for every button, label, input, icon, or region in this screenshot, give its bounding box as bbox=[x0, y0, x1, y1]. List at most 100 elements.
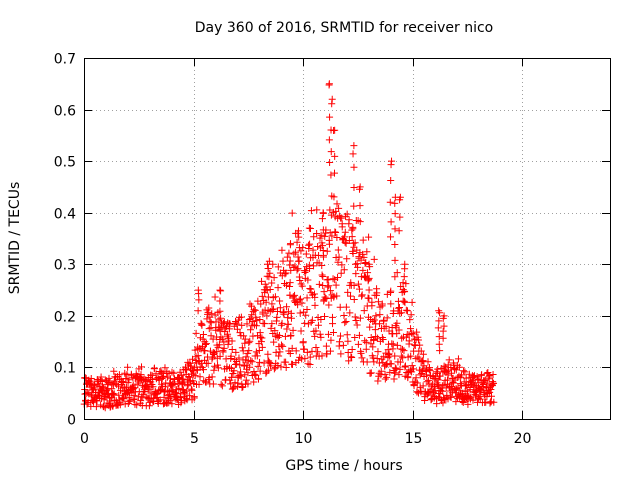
data-point bbox=[264, 366, 272, 374]
data-point bbox=[118, 378, 126, 386]
data-point bbox=[315, 280, 323, 288]
data-point bbox=[283, 303, 291, 311]
data-point bbox=[358, 292, 366, 300]
data-point bbox=[440, 322, 448, 330]
data-point bbox=[408, 362, 416, 370]
data-point bbox=[397, 309, 405, 317]
y-tick-label: 0 bbox=[67, 413, 76, 429]
data-point bbox=[406, 316, 414, 324]
data-point bbox=[330, 193, 338, 201]
data-point bbox=[205, 304, 213, 312]
data-point bbox=[318, 271, 326, 279]
data-point bbox=[99, 382, 107, 390]
data-point bbox=[325, 301, 333, 309]
data-point bbox=[409, 365, 417, 373]
data-point bbox=[490, 398, 498, 406]
data-point bbox=[402, 306, 410, 314]
data-point bbox=[407, 325, 415, 333]
y-tick-label: 0.6 bbox=[54, 104, 76, 120]
data-point bbox=[120, 395, 128, 403]
data-point bbox=[340, 266, 348, 274]
data-point bbox=[293, 266, 301, 274]
data-point bbox=[382, 361, 390, 369]
data-point bbox=[101, 404, 109, 412]
data-point bbox=[254, 297, 262, 305]
data-point bbox=[296, 309, 304, 317]
data-point bbox=[405, 337, 413, 345]
data-point bbox=[349, 225, 357, 233]
data-point bbox=[232, 348, 240, 356]
x-tick-label: 10 bbox=[295, 431, 313, 447]
data-point bbox=[396, 213, 404, 221]
data-point bbox=[471, 379, 479, 387]
data-point bbox=[490, 379, 498, 387]
data-point bbox=[228, 345, 236, 353]
data-point bbox=[190, 367, 198, 375]
data-point bbox=[402, 280, 410, 288]
data-point bbox=[350, 281, 358, 289]
data-point bbox=[318, 352, 326, 360]
data-point bbox=[434, 324, 442, 332]
data-point bbox=[187, 385, 195, 393]
data-point bbox=[163, 373, 171, 381]
data-point bbox=[342, 318, 350, 326]
data-point bbox=[369, 354, 377, 362]
data-point bbox=[277, 321, 285, 329]
data-point bbox=[380, 353, 388, 361]
x-axis-label: GPS time / hours bbox=[285, 458, 402, 474]
data-point bbox=[313, 229, 321, 237]
data-point bbox=[356, 183, 364, 191]
data-point bbox=[219, 348, 227, 356]
data-point bbox=[318, 215, 326, 223]
data-point bbox=[273, 313, 281, 321]
data-point bbox=[92, 403, 100, 411]
data-point bbox=[382, 322, 390, 330]
data-point bbox=[354, 263, 362, 271]
data-point bbox=[264, 265, 272, 273]
data-point bbox=[434, 376, 442, 384]
data-point bbox=[302, 311, 310, 319]
data-point bbox=[281, 279, 289, 287]
data-point bbox=[287, 266, 295, 274]
data-point bbox=[307, 254, 315, 262]
data-point bbox=[278, 246, 286, 254]
data-point bbox=[365, 274, 373, 282]
data-point bbox=[225, 325, 233, 333]
data-point bbox=[441, 396, 449, 404]
data-point bbox=[264, 293, 272, 301]
data-point bbox=[321, 232, 329, 240]
data-point bbox=[324, 283, 332, 291]
data-point bbox=[247, 357, 255, 365]
data-point bbox=[407, 352, 415, 360]
data-point bbox=[166, 397, 174, 405]
data-point bbox=[279, 309, 287, 317]
data-point bbox=[397, 352, 405, 360]
data-point bbox=[335, 253, 343, 261]
data-point bbox=[354, 340, 362, 348]
data-point bbox=[324, 330, 332, 338]
data-point bbox=[219, 335, 227, 343]
data-point bbox=[274, 284, 282, 292]
data-point bbox=[271, 327, 279, 335]
data-point bbox=[350, 142, 358, 150]
data-point bbox=[387, 300, 395, 308]
data-point bbox=[91, 381, 99, 389]
y-tick-label: 0.5 bbox=[54, 155, 76, 171]
data-point bbox=[332, 207, 340, 215]
data-point bbox=[258, 334, 266, 342]
data-point bbox=[156, 396, 164, 404]
data-point bbox=[356, 314, 364, 322]
data-point bbox=[363, 358, 371, 366]
data-point bbox=[326, 158, 334, 166]
y-tick-label: 0.3 bbox=[54, 258, 76, 274]
data-point bbox=[266, 269, 274, 277]
data-point bbox=[326, 347, 334, 355]
data-point bbox=[403, 307, 411, 315]
data-point bbox=[349, 150, 357, 158]
data-point bbox=[298, 282, 306, 290]
data-point bbox=[325, 240, 333, 248]
data-point bbox=[363, 248, 371, 256]
data-point bbox=[266, 359, 274, 367]
data-point bbox=[347, 353, 355, 361]
data-point bbox=[372, 312, 380, 320]
